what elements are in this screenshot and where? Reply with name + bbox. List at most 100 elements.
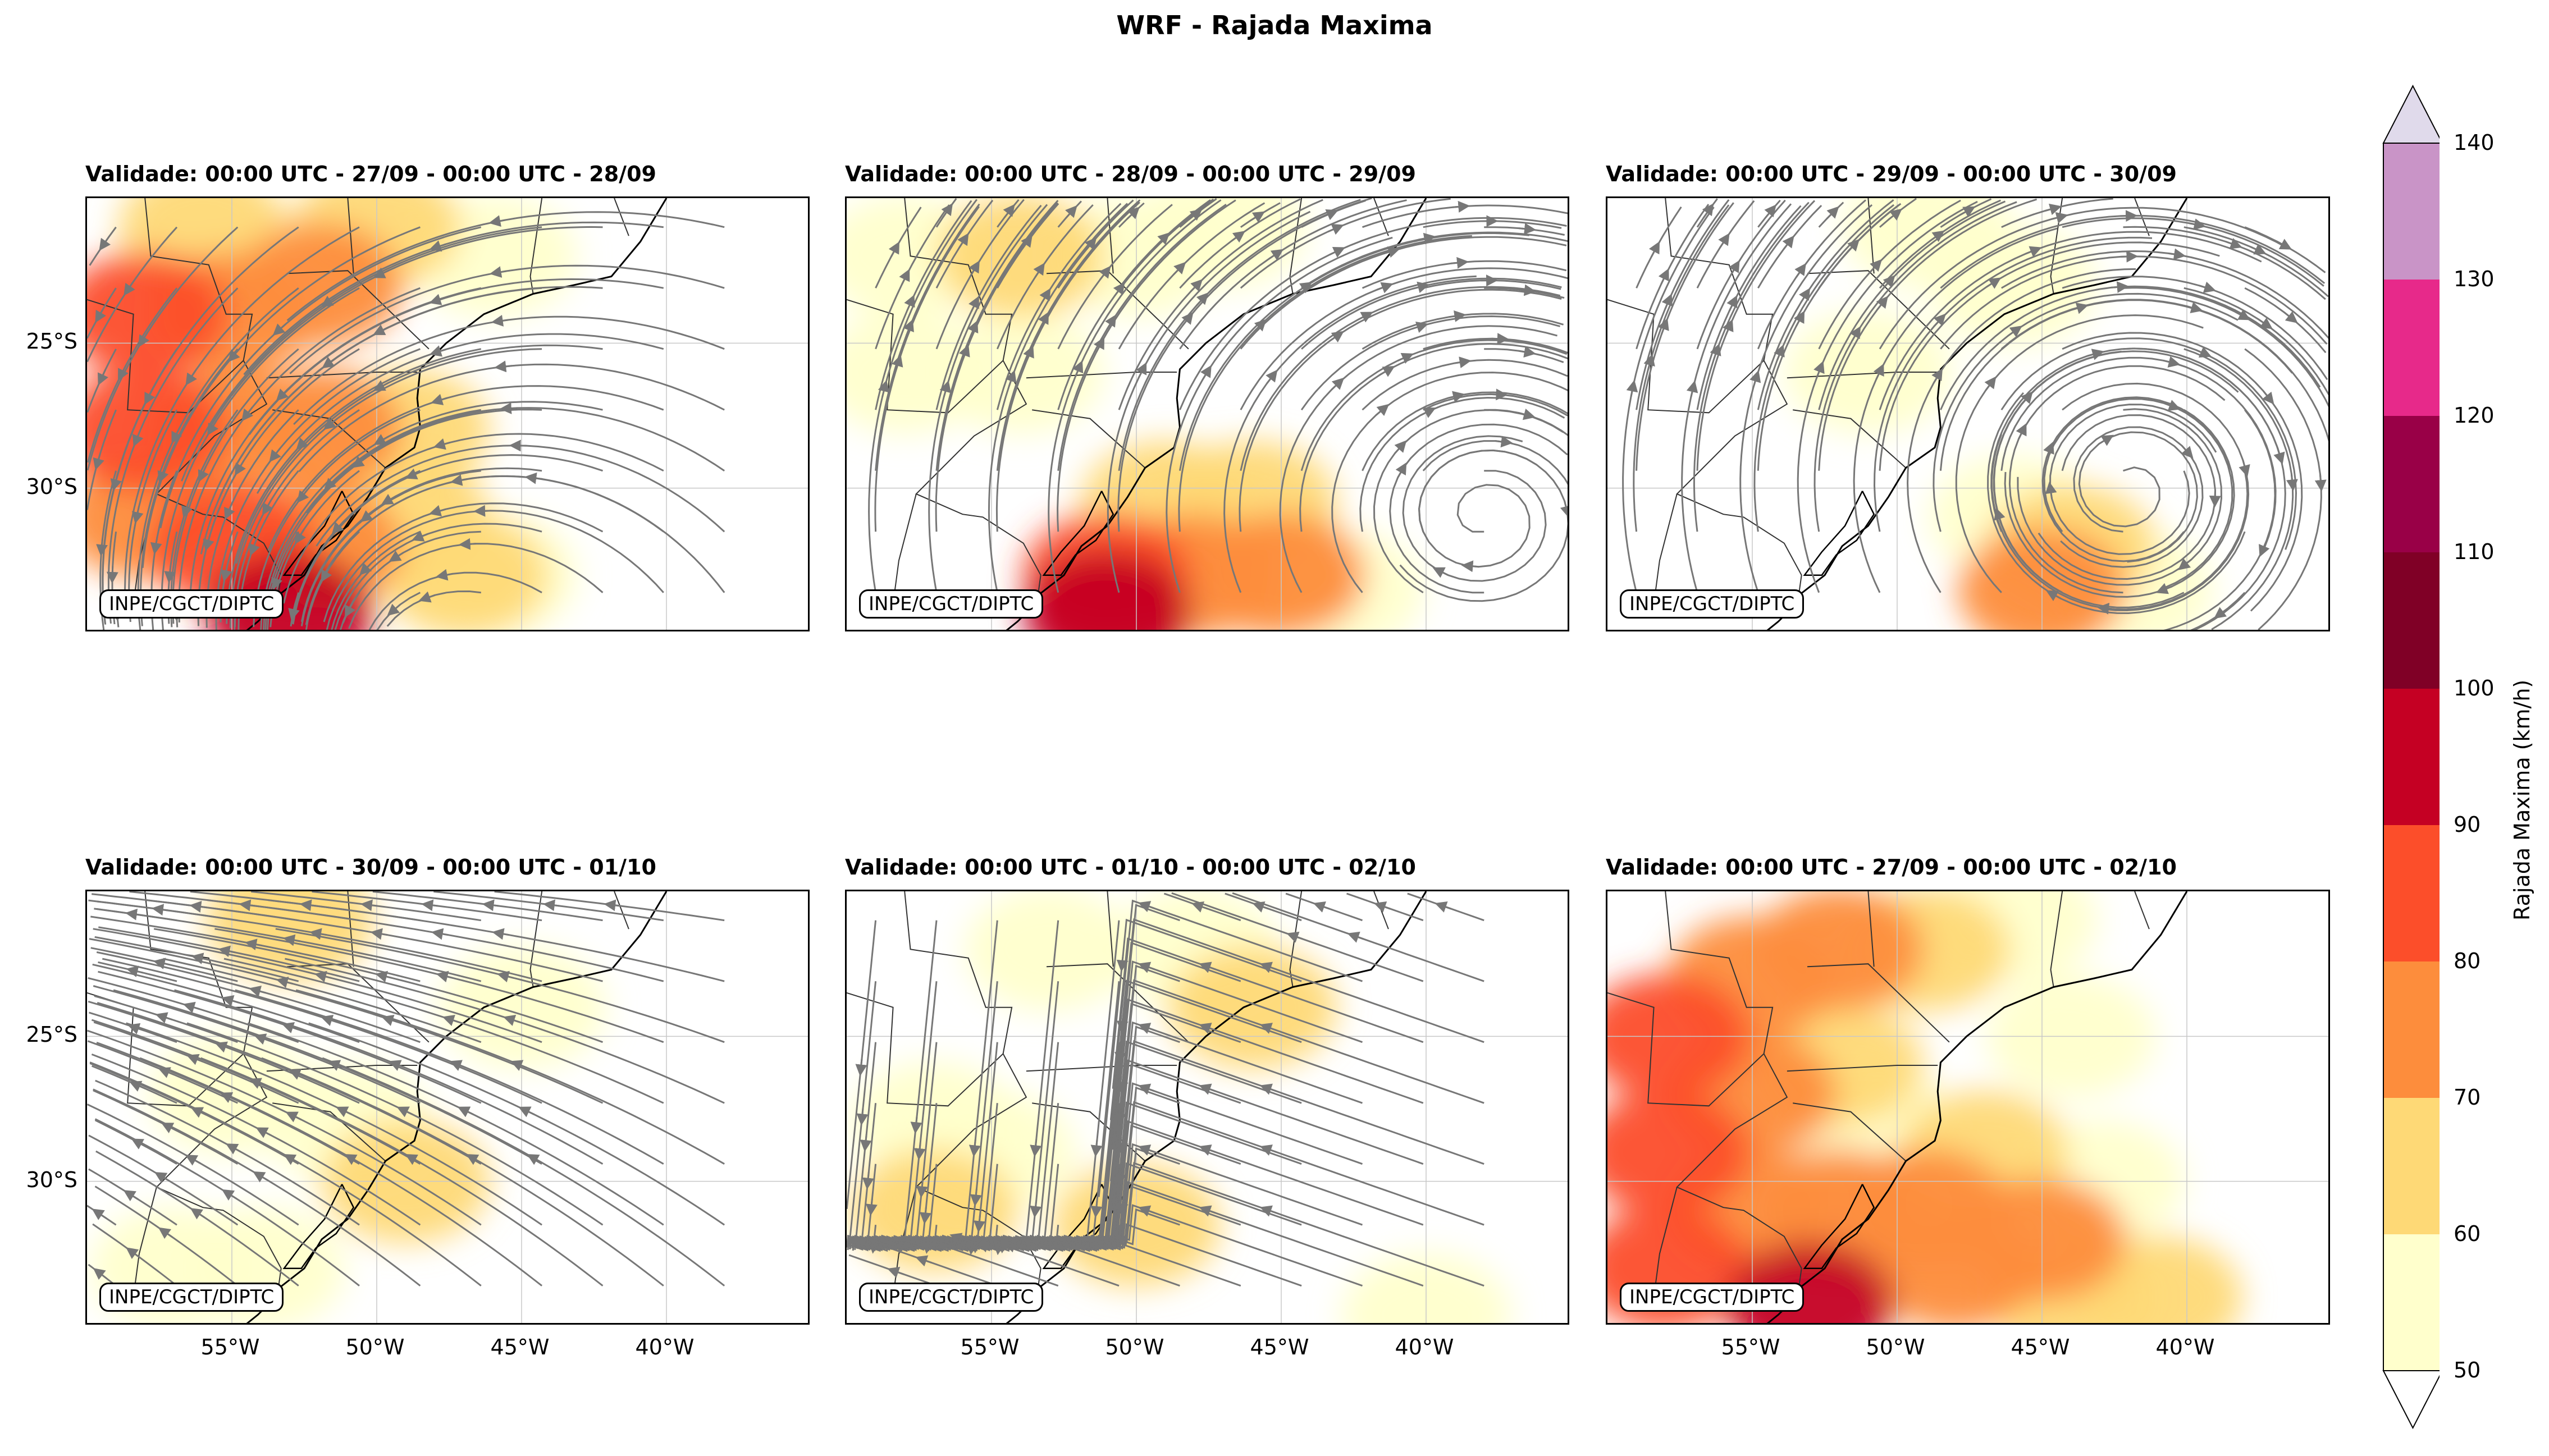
streamline-arrow (1353, 935, 1364, 939)
colorbar-extend-min (2383, 1371, 2440, 1428)
streamline-arrow (1122, 1198, 1123, 1210)
colorbar-tick-label: 90 (2454, 812, 2481, 837)
streamline-arrow (1319, 905, 1330, 909)
map-frame: INPE/CGCT/DIPTC (85, 890, 810, 1325)
streamline-arrow (861, 1059, 862, 1070)
streamline-arrow (1731, 265, 1737, 275)
streamline (433, 892, 664, 921)
credit-badge: INPE/CGCT/DIPTC (859, 1283, 1043, 1312)
credit-badge: INPE/CGCT/DIPTC (99, 1283, 284, 1312)
state-border (1654, 494, 1677, 604)
streamline-arrow (1827, 210, 1835, 219)
streamline-arrow (132, 970, 143, 973)
streamline-arrow (2291, 474, 2292, 486)
map-frame: INPE/CGCT/DIPTC (845, 196, 1569, 631)
streamline-arrow (1934, 318, 1942, 326)
streamline-arrow (497, 320, 508, 322)
streamline-arrow (1519, 228, 1531, 230)
streamline-arrow (1784, 240, 1791, 249)
gust-field (90, 891, 606, 1325)
streamline (1400, 451, 1569, 601)
streamline-arrow (1122, 1137, 1123, 1149)
streamline-arrow (1122, 1077, 1123, 1088)
lat-tick-label: 25°S (10, 329, 77, 354)
streamline-arrow (505, 408, 517, 409)
colorbar-bin (2383, 416, 2440, 552)
streamline-arrow (1438, 570, 1449, 575)
figure-title: WRF - Rajada Maxima (0, 10, 2549, 40)
streamline-arrow (102, 539, 103, 551)
streamline-arrow (500, 366, 512, 367)
streamline-arrow (112, 566, 113, 578)
gust-map (847, 891, 1569, 1325)
lon-tick-label: 40°W (2156, 1335, 2215, 1359)
streamline-arrow (1330, 250, 1340, 255)
streamline-arrow (103, 236, 109, 246)
streamline-arrow (1753, 376, 1757, 387)
streamline-arrow (2051, 216, 2062, 219)
streamline-arrow (1203, 370, 1209, 380)
gust-map (87, 891, 810, 1325)
gust-map (87, 198, 810, 631)
streamline-arrow (161, 1016, 172, 1019)
streamline-arrow (437, 933, 448, 935)
streamline-arrow (1122, 1015, 1123, 1027)
streamline (373, 892, 603, 921)
map-panel: Validade: 00:00 UTC - 29/09 - 00:00 UTC … (1606, 196, 2330, 631)
lon-tick-label: 50°W (346, 1335, 405, 1359)
streamline-arrow (1376, 408, 1385, 415)
panel-title: Validade: 00:00 UTC - 27/09 - 00:00 UTC … (1606, 855, 2177, 880)
streamline-arrow (979, 1215, 980, 1227)
streamline-arrow (2045, 208, 2056, 211)
colorbar-bin (2383, 825, 2440, 961)
streamline-arrow (381, 975, 392, 978)
gust-map (1607, 198, 2330, 631)
streamline-arrow (524, 1109, 535, 1114)
streamline (495, 892, 725, 921)
map-frame: INPE/CGCT/DIPTC (1606, 890, 2330, 1325)
state-border (1374, 198, 1388, 236)
streamline-arrow (2019, 428, 2024, 439)
streamline-arrow (376, 933, 387, 935)
lon-tick-label: 45°W (491, 1335, 550, 1359)
streamline-arrow (1451, 262, 1463, 263)
streamline (1697, 200, 1785, 349)
colorbar-tick-label: 70 (2454, 1085, 2481, 1110)
streamline-arrow (1122, 955, 1123, 967)
map-frame: INPE/CGCT/DIPTC (845, 890, 1569, 1325)
streamline (1300, 344, 1569, 532)
credit-badge: INPE/CGCT/DIPTC (859, 589, 1043, 619)
lon-tick-label: 45°W (1250, 1335, 1309, 1359)
streamline-arrow (865, 1134, 866, 1146)
credit-badge: INPE/CGCT/DIPTC (1620, 589, 1804, 619)
state-border (614, 891, 629, 929)
streamline-arrow (1661, 273, 1666, 284)
colorbar-tick-label: 80 (2454, 949, 2481, 973)
streamline-arrow (916, 1116, 917, 1128)
panel-title: Validade: 00:00 UTC - 28/09 - 00:00 UTC … (845, 162, 1416, 186)
colorbar-scale (2372, 84, 2440, 1454)
colorbar-bin (2383, 689, 2440, 825)
streamline-arrow (975, 1189, 976, 1201)
streamline-arrow (1796, 268, 1803, 277)
lat-tick-label: 30°S (10, 474, 77, 499)
state-border (1677, 360, 1802, 596)
lon-tick-label: 45°W (2011, 1335, 2070, 1359)
colorbar-tick-label: 140 (2454, 130, 2495, 155)
credit-badge: INPE/CGCT/DIPTC (99, 589, 284, 619)
colorbar-tick-label: 50 (2454, 1358, 2481, 1382)
streamline-arrow (2099, 438, 2109, 444)
streamline-arrow (97, 1212, 106, 1218)
streamline-arrow (1440, 905, 1451, 909)
streamline-arrow (1328, 227, 1339, 232)
streamline-arrow (2189, 223, 2200, 226)
streamline-arrow (1452, 207, 1464, 208)
streamline-arrow (227, 999, 239, 1002)
streamline-arrow (488, 905, 500, 906)
streamline (1637, 207, 1682, 289)
lon-tick-label: 40°W (636, 1335, 695, 1359)
gust-map (1607, 891, 2330, 1325)
streamline-arrow (2243, 460, 2246, 471)
streamline-arrow (1496, 441, 1508, 443)
streamline-arrow (2226, 242, 2237, 246)
